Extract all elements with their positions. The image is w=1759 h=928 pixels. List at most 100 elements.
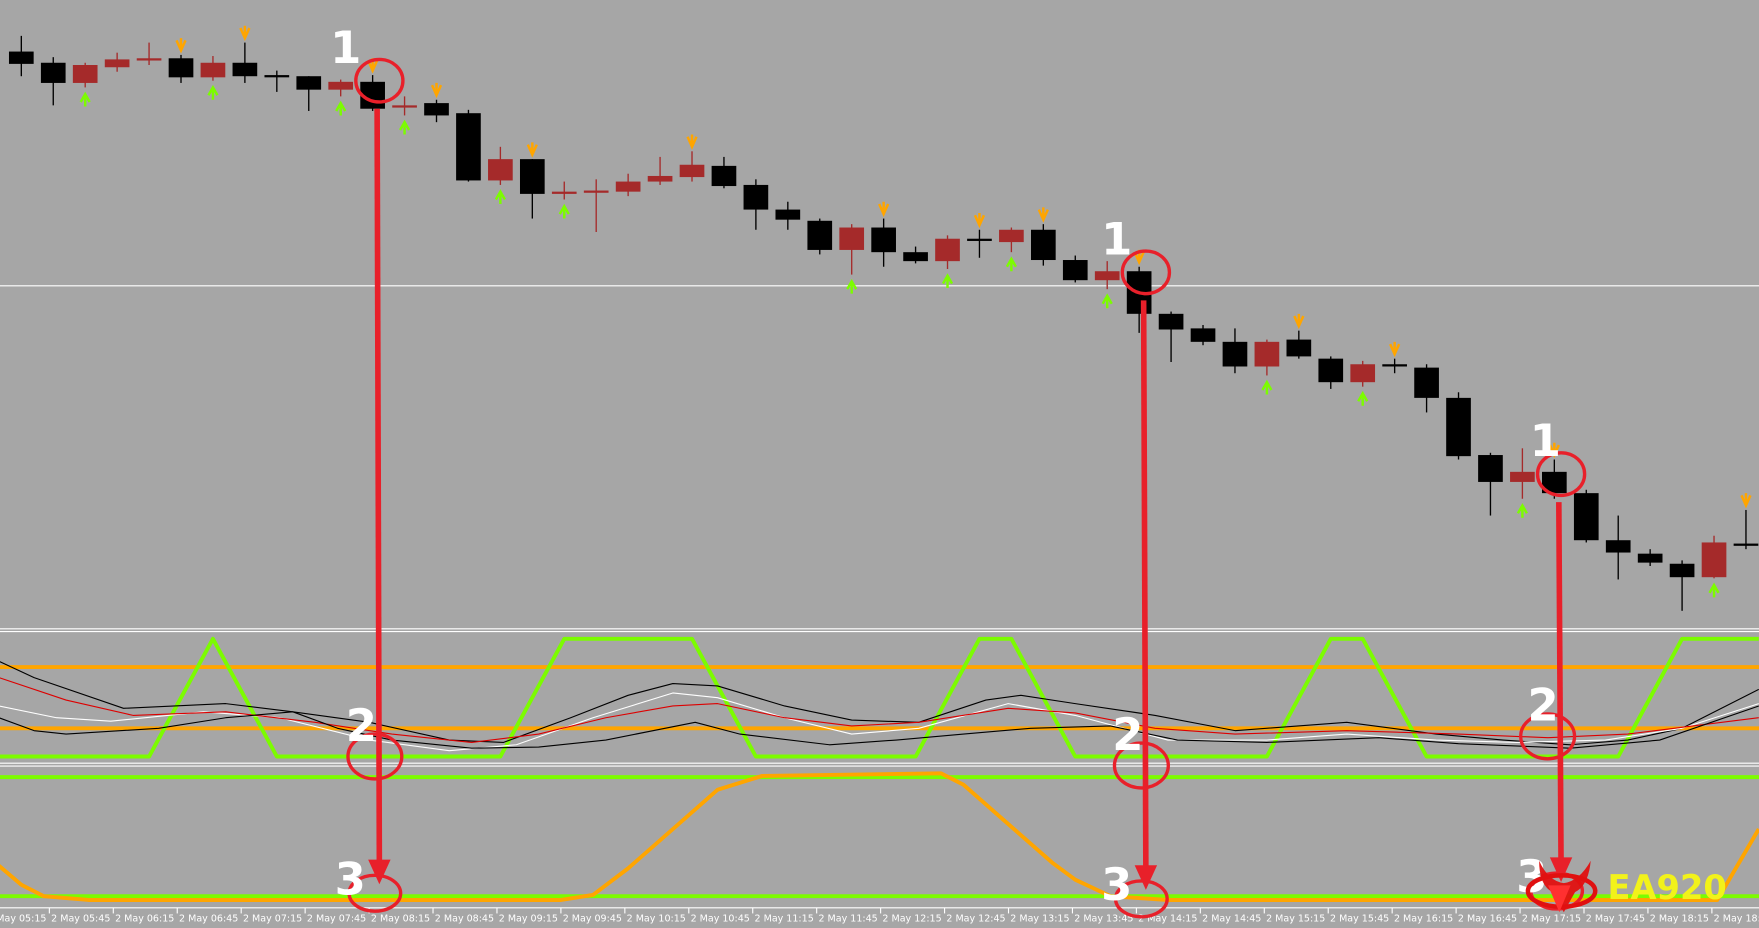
candle[interactable] bbox=[1030, 207, 1056, 266]
candle[interactable] bbox=[1222, 328, 1248, 374]
oscillator-pane-1[interactable] bbox=[0, 636, 1759, 759]
candle[interactable] bbox=[679, 134, 705, 182]
candle[interactable] bbox=[456, 109, 481, 182]
candle[interactable] bbox=[104, 52, 130, 72]
candle[interactable] bbox=[1573, 489, 1599, 543]
candle-body bbox=[136, 58, 162, 61]
candle[interactable] bbox=[775, 201, 801, 230]
candle[interactable] bbox=[1637, 549, 1663, 566]
highlight-circle bbox=[354, 57, 405, 104]
candle[interactable] bbox=[1701, 535, 1727, 598]
candle[interactable] bbox=[807, 218, 833, 255]
candle[interactable] bbox=[743, 179, 769, 230]
candle[interactable] bbox=[615, 173, 641, 197]
buy-arrow-icon bbox=[1516, 502, 1528, 518]
annotation-number-1: 1 bbox=[1101, 212, 1132, 265]
candle[interactable] bbox=[40, 57, 66, 106]
time-tick-label: 2 May 08:15 bbox=[371, 913, 430, 924]
candle[interactable] bbox=[871, 201, 896, 267]
candle[interactable] bbox=[519, 142, 545, 219]
candle-body bbox=[711, 165, 737, 187]
candle-body bbox=[1446, 397, 1471, 457]
candle[interactable] bbox=[967, 212, 992, 258]
time-tick-label: 2 May 15:15 bbox=[1266, 913, 1325, 924]
indicator-line bbox=[0, 771, 1759, 902]
candle[interactable] bbox=[1254, 339, 1280, 395]
time-tick-label: 2 May 08:45 bbox=[435, 913, 494, 924]
candle[interactable] bbox=[1062, 255, 1088, 283]
candle-body bbox=[935, 238, 960, 262]
highlight-circle bbox=[1120, 249, 1172, 296]
indicator-line bbox=[0, 636, 1759, 759]
candle[interactable] bbox=[1669, 560, 1695, 611]
candle-body bbox=[1318, 358, 1344, 383]
candle[interactable] bbox=[1510, 448, 1535, 518]
ea920-logo: EA920 bbox=[1525, 860, 1727, 913]
signal-annotation: 123 bbox=[1516, 414, 1587, 911]
candle[interactable] bbox=[1318, 356, 1344, 389]
candle[interactable] bbox=[711, 156, 737, 189]
time-tick-label: 2 May 12:15 bbox=[882, 913, 941, 924]
buy-arrow-icon bbox=[335, 100, 347, 116]
oscillator-pane-2[interactable] bbox=[0, 771, 1759, 902]
candle-body bbox=[615, 181, 641, 192]
candle-body bbox=[296, 76, 322, 90]
candle-body bbox=[40, 62, 66, 83]
sell-arrow-icon bbox=[1037, 207, 1049, 223]
candle[interactable] bbox=[488, 146, 513, 204]
buy-arrow-icon bbox=[207, 84, 219, 100]
candle[interactable] bbox=[72, 62, 98, 107]
indicator-line bbox=[0, 661, 1759, 746]
candle-body bbox=[679, 164, 705, 178]
time-tick-label: 2 May 05:15 bbox=[0, 913, 46, 924]
candle[interactable] bbox=[296, 76, 322, 111]
candle[interactable] bbox=[264, 70, 290, 92]
time-tick-label: 2 May 06:45 bbox=[179, 913, 238, 924]
candle[interactable] bbox=[1286, 313, 1312, 359]
candle[interactable] bbox=[839, 224, 865, 294]
candle-body bbox=[1573, 493, 1599, 541]
candle[interactable] bbox=[1446, 392, 1471, 460]
time-tick-label: 2 May 12:45 bbox=[946, 913, 1005, 924]
candle-body bbox=[839, 227, 865, 250]
candle[interactable] bbox=[1478, 452, 1503, 516]
candle[interactable] bbox=[1350, 360, 1376, 406]
buy-arrow-icon bbox=[1261, 379, 1273, 395]
candle[interactable] bbox=[232, 25, 258, 83]
candle[interactable] bbox=[1414, 364, 1439, 413]
candle[interactable] bbox=[1094, 261, 1120, 309]
candle[interactable] bbox=[136, 42, 162, 66]
candle-body bbox=[551, 191, 577, 194]
candle[interactable] bbox=[200, 56, 226, 100]
red-arrow-head-icon bbox=[368, 859, 391, 885]
candle[interactable] bbox=[1158, 311, 1184, 363]
candle[interactable] bbox=[903, 246, 928, 264]
time-tick-label: 2 May 17:45 bbox=[1586, 913, 1645, 924]
candle-body bbox=[1094, 271, 1120, 281]
time-tick-label: 2 May 07:15 bbox=[243, 913, 302, 924]
candle-body bbox=[1510, 471, 1535, 482]
candle[interactable] bbox=[647, 156, 673, 185]
candle-body bbox=[1541, 471, 1567, 494]
candle[interactable] bbox=[8, 35, 34, 77]
candle[interactable] bbox=[392, 96, 417, 135]
sell-arrow-icon bbox=[239, 25, 251, 42]
candle[interactable] bbox=[935, 235, 960, 289]
candle[interactable] bbox=[1382, 341, 1407, 374]
candle[interactable] bbox=[424, 82, 449, 123]
candle[interactable] bbox=[168, 38, 194, 83]
buy-arrow-icon bbox=[1101, 293, 1113, 309]
candle[interactable] bbox=[1605, 515, 1631, 580]
buy-arrow-icon bbox=[79, 91, 91, 107]
candle-body bbox=[1669, 563, 1695, 578]
candle[interactable] bbox=[1190, 325, 1216, 346]
candle[interactable] bbox=[1733, 493, 1759, 550]
candle[interactable] bbox=[999, 227, 1024, 272]
price-pane[interactable] bbox=[0, 25, 1759, 611]
candle[interactable] bbox=[583, 179, 609, 233]
candle[interactable] bbox=[328, 79, 354, 116]
highlight-circle bbox=[347, 873, 403, 913]
candle[interactable] bbox=[551, 181, 577, 219]
time-tick-label: 2 May 05:45 bbox=[51, 913, 110, 924]
